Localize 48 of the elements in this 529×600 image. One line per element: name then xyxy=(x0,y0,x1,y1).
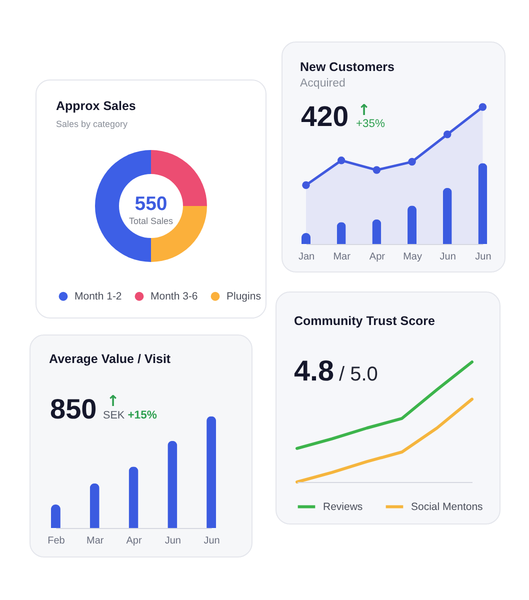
x-tick-label: Apr xyxy=(369,252,386,262)
annotation: 420 xyxy=(301,101,349,133)
bar xyxy=(90,483,100,528)
legend-label: Plugins xyxy=(226,290,261,302)
annotation: +35% xyxy=(356,118,385,130)
bar xyxy=(478,163,488,244)
x-tick-label: Jun xyxy=(164,536,181,546)
x-tick-label: Jun xyxy=(440,252,456,262)
chart-title: New Customers xyxy=(300,60,395,74)
chart-title: Community Trust Score xyxy=(294,314,436,328)
annotation: 4.8 xyxy=(294,356,334,388)
x-tick-label: Mar xyxy=(333,252,352,262)
x-tick-label: Jun xyxy=(475,252,492,262)
bar xyxy=(408,206,417,244)
annotation: 850 xyxy=(50,394,97,425)
annotation: ↑ xyxy=(358,101,370,119)
x-tick-label: May xyxy=(403,252,422,262)
bar xyxy=(50,504,60,528)
x-tick-label: Feb xyxy=(48,536,66,546)
point xyxy=(337,156,346,164)
chart-subtitle: Acquired xyxy=(300,78,346,90)
x-tick-label: Jan xyxy=(298,252,315,262)
point xyxy=(302,181,310,189)
point xyxy=(372,166,381,174)
legend-label: Month 3-6 xyxy=(150,290,198,302)
bar xyxy=(442,188,452,244)
legend-label: Social Mentons xyxy=(411,500,483,513)
point xyxy=(478,103,487,111)
bar xyxy=(128,466,138,528)
bar xyxy=(372,219,382,244)
x-tick-label: Mar xyxy=(86,536,104,546)
legend-label: Month 1-2 xyxy=(74,290,122,302)
chart-title: Approx Sales xyxy=(56,99,136,113)
legend-label: Reviews xyxy=(323,500,363,513)
text: 550 xyxy=(134,193,168,215)
text: Total Sales xyxy=(128,216,174,226)
annotation: SEK xyxy=(103,410,126,422)
annotation: / 5.0 xyxy=(339,364,378,386)
annotation: +15% xyxy=(128,410,157,422)
chart-subtitle: Sales by category xyxy=(56,119,128,129)
text: ↑ xyxy=(106,392,120,410)
x-tick-label: Jun xyxy=(204,536,220,546)
point xyxy=(443,130,452,138)
bar xyxy=(206,416,216,528)
x-tick-label: Apr xyxy=(126,536,142,546)
bar xyxy=(168,440,178,528)
point xyxy=(408,158,416,166)
chart-title: Average Value / Visit xyxy=(49,352,172,366)
